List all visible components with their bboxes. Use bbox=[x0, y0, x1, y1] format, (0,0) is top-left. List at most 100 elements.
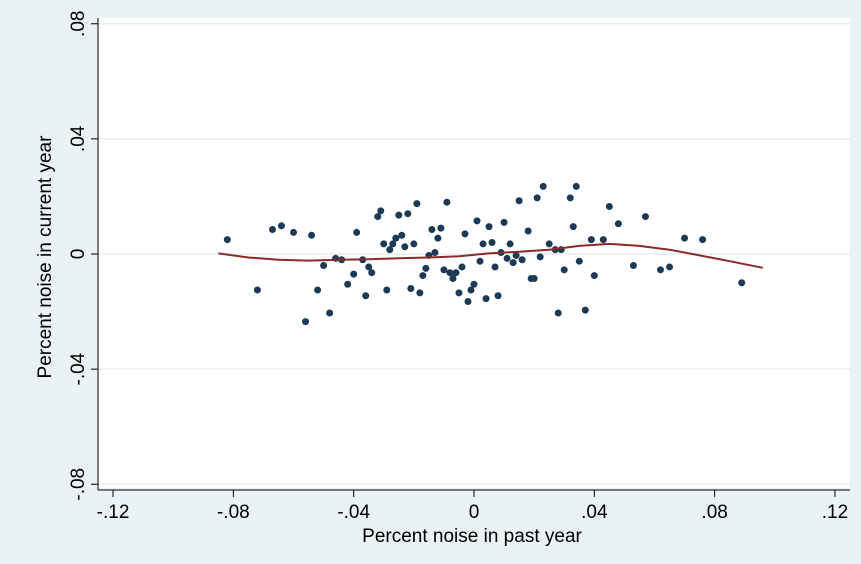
scatter-point bbox=[506, 240, 514, 248]
scatter-point bbox=[308, 231, 316, 239]
x-tick-label: .04 bbox=[581, 502, 608, 523]
y-tick-label: .04 bbox=[68, 125, 89, 152]
scatter-point bbox=[482, 295, 490, 303]
scatter-point bbox=[599, 236, 607, 244]
scatter-point bbox=[413, 200, 421, 208]
scatter-point bbox=[437, 224, 445, 232]
scatter-point bbox=[666, 263, 674, 271]
scatter-point bbox=[401, 243, 409, 251]
scatter-point bbox=[377, 207, 385, 215]
scatter-point bbox=[461, 230, 469, 238]
scatter-point bbox=[277, 222, 285, 230]
scatter-point bbox=[699, 236, 707, 244]
scatter-point bbox=[641, 213, 649, 221]
scatter-point bbox=[488, 238, 496, 246]
scatter-point bbox=[326, 309, 334, 317]
scatter-point bbox=[515, 197, 523, 205]
scatter-point bbox=[383, 286, 391, 294]
scatter-point bbox=[530, 274, 538, 282]
axis-ticks: -.08 -.04 0 .04 .08 -.12 -.08 -.04 0 .04 .08 .12 bbox=[68, 11, 848, 523]
scatter-point bbox=[581, 306, 589, 314]
scatter-point bbox=[545, 240, 553, 248]
scatter-point bbox=[395, 211, 403, 219]
scatter-point bbox=[587, 236, 595, 244]
scatter-point bbox=[656, 266, 664, 274]
scatter-point bbox=[590, 272, 598, 280]
plot-area bbox=[98, 18, 850, 488]
scatter-point bbox=[491, 263, 499, 271]
scatter-point bbox=[476, 257, 484, 265]
scatter-point bbox=[536, 253, 544, 261]
scatter-point bbox=[533, 194, 541, 202]
scatter-point bbox=[509, 259, 517, 267]
scatter-point bbox=[452, 269, 460, 277]
y-tick-label: .08 bbox=[68, 11, 89, 37]
scatter-point bbox=[419, 272, 427, 280]
scatter-point bbox=[389, 240, 397, 248]
x-axis-title: Percent noise in past year bbox=[362, 526, 582, 547]
scatter-point bbox=[353, 228, 361, 236]
scatter-point bbox=[431, 249, 439, 257]
scatter-point bbox=[362, 292, 370, 300]
scatter-point bbox=[428, 226, 436, 234]
scatter-point bbox=[500, 218, 508, 226]
scatter-point bbox=[738, 279, 746, 287]
scatter-point bbox=[464, 297, 472, 305]
scatter-point bbox=[512, 251, 520, 259]
scatter-point bbox=[410, 240, 418, 248]
x-tick-label: .08 bbox=[701, 502, 727, 523]
scatter-point bbox=[566, 194, 574, 202]
scatter-point bbox=[554, 309, 562, 317]
scatter-point bbox=[455, 289, 463, 297]
scatter-point bbox=[446, 269, 454, 277]
y-axis-title: Percent noise in current year bbox=[35, 135, 56, 379]
scatter-point bbox=[485, 223, 493, 231]
scatter-point bbox=[681, 234, 689, 242]
scatter-point bbox=[302, 318, 310, 326]
scatter-point bbox=[479, 240, 487, 248]
scatter-point bbox=[503, 254, 511, 262]
scatter-point bbox=[320, 262, 328, 270]
scatter-point bbox=[268, 226, 276, 234]
scatter-point bbox=[416, 289, 424, 297]
scatter-point bbox=[614, 220, 622, 228]
scatter-point bbox=[458, 263, 466, 271]
x-tick-label: -.08 bbox=[217, 502, 250, 523]
fitted-curve bbox=[218, 242, 763, 269]
scatter-point bbox=[365, 263, 373, 271]
scatter-point bbox=[518, 256, 526, 264]
scatter-point bbox=[440, 266, 448, 274]
scatter-point bbox=[560, 266, 568, 274]
scatter-point bbox=[494, 292, 502, 300]
scatter-point bbox=[380, 240, 388, 248]
scatter-point bbox=[368, 269, 376, 277]
scatter-point bbox=[350, 270, 358, 278]
x-tick-label: -.12 bbox=[97, 502, 130, 523]
y-tick-label: 0 bbox=[68, 249, 89, 260]
scatter-points bbox=[223, 182, 746, 326]
scatter-point bbox=[404, 210, 412, 218]
scatter-point bbox=[290, 228, 298, 236]
scatter-point bbox=[344, 280, 352, 288]
scatter-point bbox=[223, 236, 231, 244]
scatter-point bbox=[386, 246, 394, 254]
x-tick-label: .12 bbox=[822, 502, 848, 523]
scatter-point bbox=[605, 203, 613, 211]
scatter-point bbox=[253, 286, 261, 294]
scatter-point bbox=[467, 286, 475, 294]
scatter-point bbox=[422, 264, 430, 272]
x-tick-label: 0 bbox=[469, 502, 480, 523]
scatter-point bbox=[314, 286, 322, 294]
scatter-point bbox=[629, 262, 637, 270]
scatter-point bbox=[374, 213, 382, 221]
scatter-point bbox=[449, 274, 457, 282]
scatter-point bbox=[569, 223, 577, 231]
scatter-point bbox=[443, 198, 451, 206]
scatter-point bbox=[539, 182, 547, 190]
scatter-point bbox=[572, 182, 580, 190]
x-tick-label: -.04 bbox=[337, 502, 370, 523]
y-tick-label: -.04 bbox=[68, 352, 89, 385]
scatter-point bbox=[434, 234, 442, 242]
scatter-point bbox=[407, 285, 415, 293]
